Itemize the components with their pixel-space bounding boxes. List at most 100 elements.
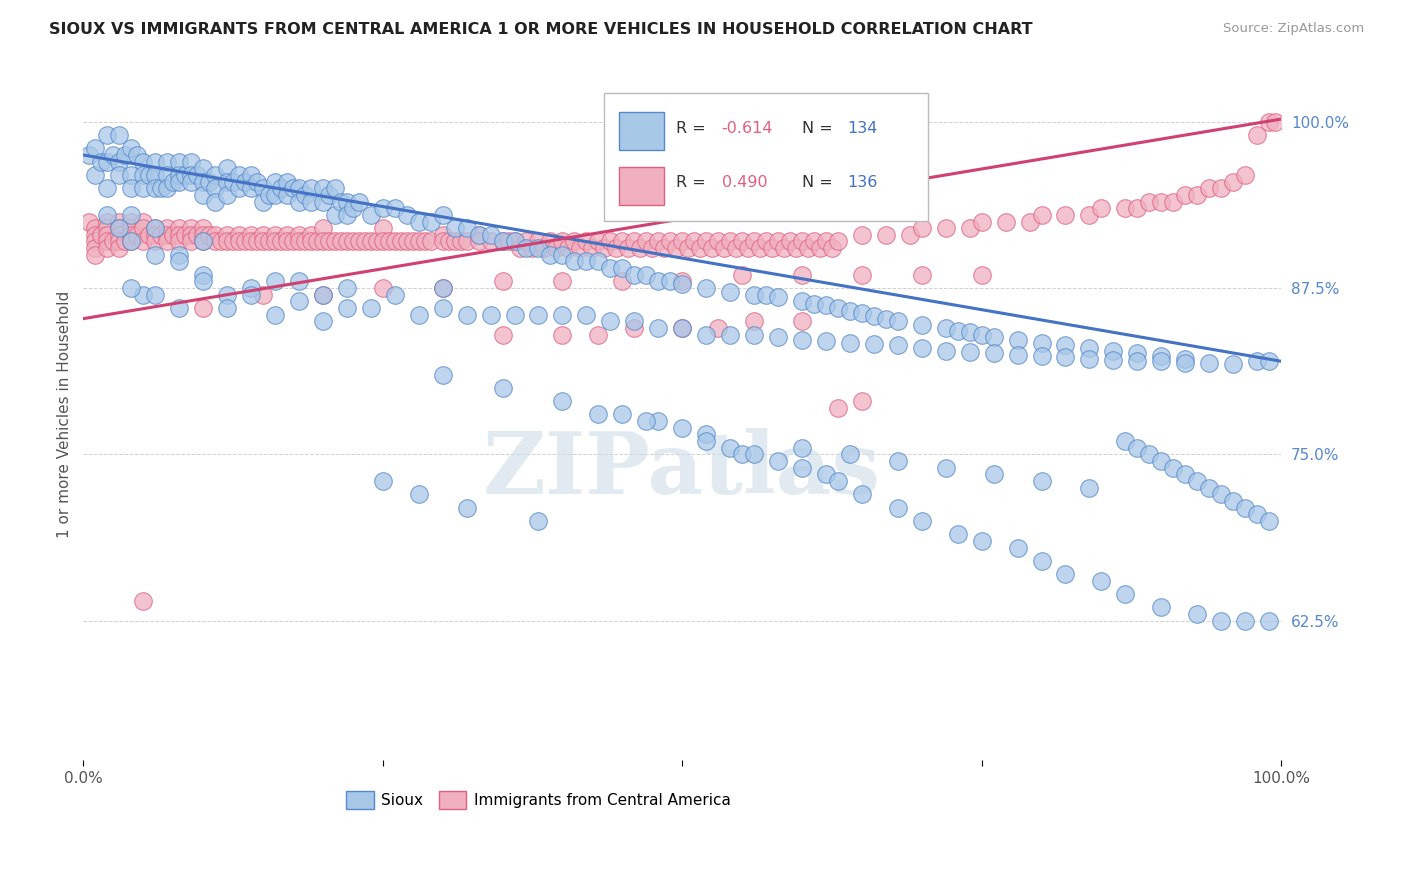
Point <box>389 235 412 249</box>
Point <box>1078 341 1101 355</box>
Point <box>143 154 166 169</box>
Text: SIOUX VS IMMIGRANTS FROM CENTRAL AMERICA 1 OR MORE VEHICLES IN HOUSEHOLD CORRELA: SIOUX VS IMMIGRANTS FROM CENTRAL AMERICA… <box>49 22 1033 37</box>
Point <box>683 235 706 249</box>
FancyBboxPatch shape <box>605 93 928 220</box>
Text: R =: R = <box>676 175 711 190</box>
Point <box>108 241 131 255</box>
Point <box>180 175 202 189</box>
Point <box>1161 460 1184 475</box>
Point <box>77 214 100 228</box>
Point <box>827 474 849 488</box>
Point <box>84 235 107 249</box>
Point <box>671 274 693 288</box>
Point <box>636 414 658 428</box>
Point <box>636 235 658 249</box>
Point <box>785 241 807 255</box>
Point <box>252 235 274 249</box>
Point <box>204 227 226 242</box>
Point <box>959 221 981 235</box>
Point <box>138 227 160 242</box>
Point <box>222 175 245 189</box>
Point <box>108 235 131 249</box>
Point <box>742 235 765 249</box>
Point <box>827 401 849 415</box>
Point <box>312 235 335 249</box>
Point <box>191 221 214 235</box>
FancyBboxPatch shape <box>619 168 664 205</box>
Point <box>766 454 789 468</box>
Point <box>935 460 957 475</box>
Point <box>1126 346 1149 360</box>
Point <box>803 297 825 311</box>
Point <box>612 235 634 249</box>
Point <box>84 141 107 155</box>
Point <box>718 235 741 249</box>
Point <box>312 287 335 301</box>
Point <box>108 168 131 182</box>
Point <box>575 254 598 268</box>
Point <box>276 175 298 189</box>
Point <box>755 287 778 301</box>
Point <box>970 327 993 342</box>
Point <box>1054 208 1077 222</box>
Point <box>491 327 513 342</box>
Point <box>186 168 208 182</box>
Point <box>766 290 789 304</box>
Point <box>689 241 711 255</box>
Point <box>1234 168 1257 182</box>
Point <box>983 346 1005 360</box>
Point <box>766 330 789 344</box>
Point <box>264 308 287 322</box>
Point <box>1150 349 1173 363</box>
Point <box>143 181 166 195</box>
Point <box>779 235 801 249</box>
Point <box>761 241 783 255</box>
Point <box>1222 494 1244 508</box>
Point <box>695 281 717 295</box>
Point <box>503 308 526 322</box>
Point <box>108 128 131 142</box>
Text: N =: N = <box>801 175 838 190</box>
Point <box>276 235 298 249</box>
Point <box>790 333 813 347</box>
Point <box>377 235 399 249</box>
Point <box>671 421 693 435</box>
Point <box>257 188 280 202</box>
Text: N =: N = <box>801 121 838 136</box>
Point <box>623 268 645 282</box>
Point <box>851 227 873 242</box>
Point <box>564 254 586 268</box>
Point <box>108 227 131 242</box>
Point <box>1187 188 1209 202</box>
Point <box>983 467 1005 482</box>
Point <box>276 188 298 202</box>
Point <box>647 235 669 249</box>
Point <box>1258 614 1281 628</box>
Point <box>191 227 214 242</box>
Point <box>204 168 226 182</box>
Point <box>671 321 693 335</box>
Point <box>329 194 352 209</box>
Point <box>564 235 586 249</box>
Point <box>323 208 346 222</box>
Point <box>312 287 335 301</box>
Point <box>911 268 934 282</box>
Point <box>713 241 735 255</box>
Point <box>875 227 897 242</box>
Point <box>647 414 669 428</box>
Point <box>281 181 304 195</box>
Point <box>935 221 957 235</box>
Point <box>1031 349 1053 363</box>
Point <box>617 241 640 255</box>
Point <box>408 308 430 322</box>
Point <box>252 181 274 195</box>
Point <box>96 214 118 228</box>
Point <box>538 248 561 262</box>
Point <box>323 235 346 249</box>
Point <box>827 235 849 249</box>
Point <box>240 287 263 301</box>
Point <box>1211 181 1233 195</box>
Point <box>288 194 311 209</box>
Point <box>270 235 292 249</box>
Point <box>132 593 155 607</box>
